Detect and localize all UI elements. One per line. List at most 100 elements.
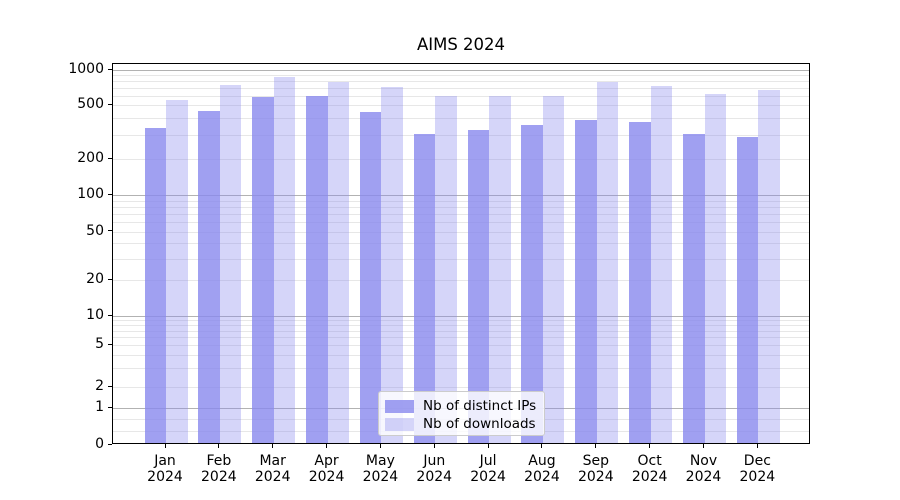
x-tick-year: 2024 <box>631 469 668 485</box>
bar-downloads <box>273 76 296 444</box>
x-tick-year: 2024 <box>577 469 614 485</box>
bar-downloads <box>489 95 511 444</box>
x-tick-mark <box>218 444 220 449</box>
x-tick-mark <box>756 444 758 449</box>
bar-downloads <box>704 94 726 444</box>
y-gridline-minor <box>113 75 809 77</box>
x-tick-year: 2024 <box>416 469 453 485</box>
y-tick-label: 50 <box>86 222 104 239</box>
x-tick-label-feb: Feb 2024 <box>187 453 251 485</box>
y-tick-mark <box>108 68 112 70</box>
x-tick-mark <box>595 444 597 449</box>
bar-downloads <box>327 81 350 444</box>
x-tick-mark <box>433 444 435 449</box>
y-gridline-minor <box>113 337 809 339</box>
bar-distinct-ips <box>467 129 490 444</box>
bar-distinct-ips <box>575 119 597 444</box>
bar-distinct-ips <box>683 134 705 444</box>
y-tick-mark <box>108 230 112 232</box>
bar-downloads <box>219 84 242 444</box>
y-tick-mark <box>108 193 112 195</box>
bar-distinct-ips <box>198 110 220 444</box>
y-gridline-major <box>113 316 809 317</box>
bar-downloads <box>596 82 619 444</box>
y-tick-mark <box>108 103 112 105</box>
bar-distinct-ips <box>736 137 759 444</box>
y-tick-mark <box>108 406 112 408</box>
x-tick-year: 2024 <box>739 469 776 485</box>
x-tick-month: Jan <box>154 453 176 469</box>
x-tick-year: 2024 <box>362 469 399 485</box>
y-gridline-minor <box>113 320 809 322</box>
y-gridline-minor <box>113 96 809 97</box>
x-tick-label-sep: Sep 2024 <box>564 453 628 485</box>
plot-area <box>112 63 810 445</box>
bar-downloads <box>542 95 565 444</box>
y-gridline-minor <box>113 280 809 281</box>
bar-distinct-ips <box>144 127 166 444</box>
y-gridline-minor <box>113 330 809 332</box>
y-tick-label: 1 <box>95 399 104 416</box>
x-tick-month: Feb <box>206 453 232 469</box>
bar-distinct-ips <box>252 97 274 444</box>
y-tick-mark <box>108 278 112 280</box>
legend-row: Nb of distinct IPs <box>379 397 544 415</box>
y-gridline-minor <box>113 325 809 327</box>
x-tick-year: 2024 <box>201 469 237 485</box>
y-gridline-minor <box>113 88 809 90</box>
y-gridline-minor <box>113 159 809 161</box>
x-tick-month: May <box>365 453 395 469</box>
y-tick-label: 20 <box>86 271 104 287</box>
y-tick-mark <box>108 343 112 345</box>
y-tick-label: 500 <box>77 96 104 113</box>
x-tick-label-nov: Nov 2024 <box>672 453 736 485</box>
x-tick-year: 2024 <box>685 469 722 485</box>
bar-downloads <box>650 85 673 444</box>
y-gridline-minor <box>113 135 809 137</box>
y-gridline-minor <box>113 355 809 357</box>
legend-row: Nb of downloads <box>379 415 544 433</box>
bar-distinct-ips <box>521 125 543 444</box>
y-gridline-minor <box>113 258 809 260</box>
y-gridline-minor <box>113 368 809 370</box>
y-tick-mark <box>108 157 112 159</box>
x-tick-label-dec: Dec 2024 <box>725 453 789 485</box>
y-tick-label: 200 <box>77 150 104 167</box>
y-gridline-minor <box>113 81 809 83</box>
y-gridline-major <box>113 195 809 196</box>
y-gridline-minor <box>113 118 809 120</box>
bar-downloads <box>381 87 403 444</box>
legend-swatch-distinct-ips <box>385 399 414 413</box>
x-tick-month: Nov <box>689 453 718 469</box>
x-tick-month: Aug <box>528 453 556 469</box>
bar-downloads <box>758 89 780 444</box>
legend-label: Nb of distinct IPs <box>423 398 537 414</box>
y-tick-label: 100 <box>77 186 104 202</box>
y-tick-label: 5 <box>95 336 104 352</box>
y-tick-label: 0 <box>95 436 104 453</box>
x-tick-month: Jun <box>423 453 446 469</box>
x-tick-mark <box>487 444 489 449</box>
x-tick-label-mar: Mar 2024 <box>241 453 305 485</box>
x-tick-label-oct: Oct 2024 <box>618 453 682 485</box>
y-gridline-minor <box>113 200 809 202</box>
y-gridline-minor <box>113 231 809 233</box>
y-tick-mark <box>108 443 112 445</box>
x-tick-month: Dec <box>743 453 771 469</box>
x-tick-mark <box>326 444 328 449</box>
x-tick-mark <box>379 444 381 449</box>
y-gridline-major <box>113 70 809 71</box>
x-tick-year: 2024 <box>524 469 560 485</box>
x-tick-month: Jul <box>479 453 497 469</box>
y-tick-mark <box>108 314 112 316</box>
x-tick-label-aug: Aug 2024 <box>510 453 574 485</box>
x-tick-label-jul: Jul 2024 <box>456 453 520 485</box>
bar-downloads <box>166 100 188 444</box>
y-gridline-minor <box>113 345 809 346</box>
bar-distinct-ips <box>413 134 436 444</box>
y-gridline-minor <box>113 105 809 107</box>
y-gridline-minor <box>113 213 809 215</box>
y-tick-label: 2 <box>95 378 104 394</box>
x-tick-label-may: May 2024 <box>348 453 412 485</box>
